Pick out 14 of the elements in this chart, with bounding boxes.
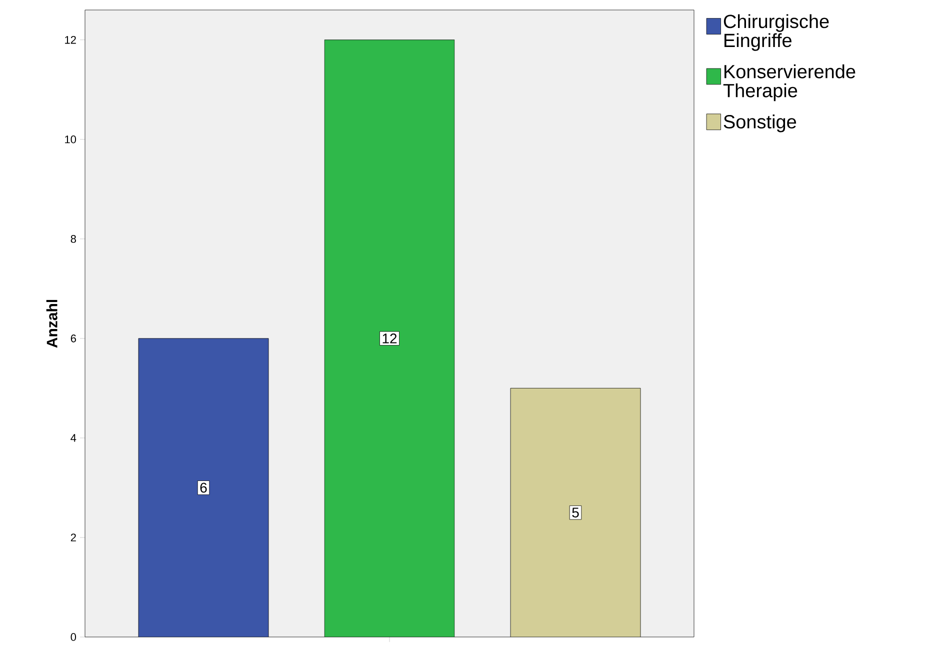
y-tick-label: 12 bbox=[65, 36, 76, 44]
y-tick-label: 8 bbox=[70, 235, 76, 243]
y-tick-label: 4 bbox=[70, 434, 76, 442]
y-tick-label: 2 bbox=[70, 534, 76, 542]
y-tick-label: 6 bbox=[70, 334, 76, 342]
y-tick-label: 0 bbox=[70, 633, 76, 641]
legend-label: Sonstige bbox=[724, 114, 796, 132]
data-label: 6 bbox=[200, 482, 207, 493]
data-label: 12 bbox=[382, 334, 397, 344]
legend-label: Konservierende Therapie bbox=[723, 64, 856, 102]
data-label: 5 bbox=[572, 508, 579, 518]
y-tick-label: 10 bbox=[65, 136, 76, 144]
y-axis-title: Anzahl bbox=[46, 300, 58, 348]
legend-label: Chirurgische Eingriffe bbox=[724, 14, 829, 51]
